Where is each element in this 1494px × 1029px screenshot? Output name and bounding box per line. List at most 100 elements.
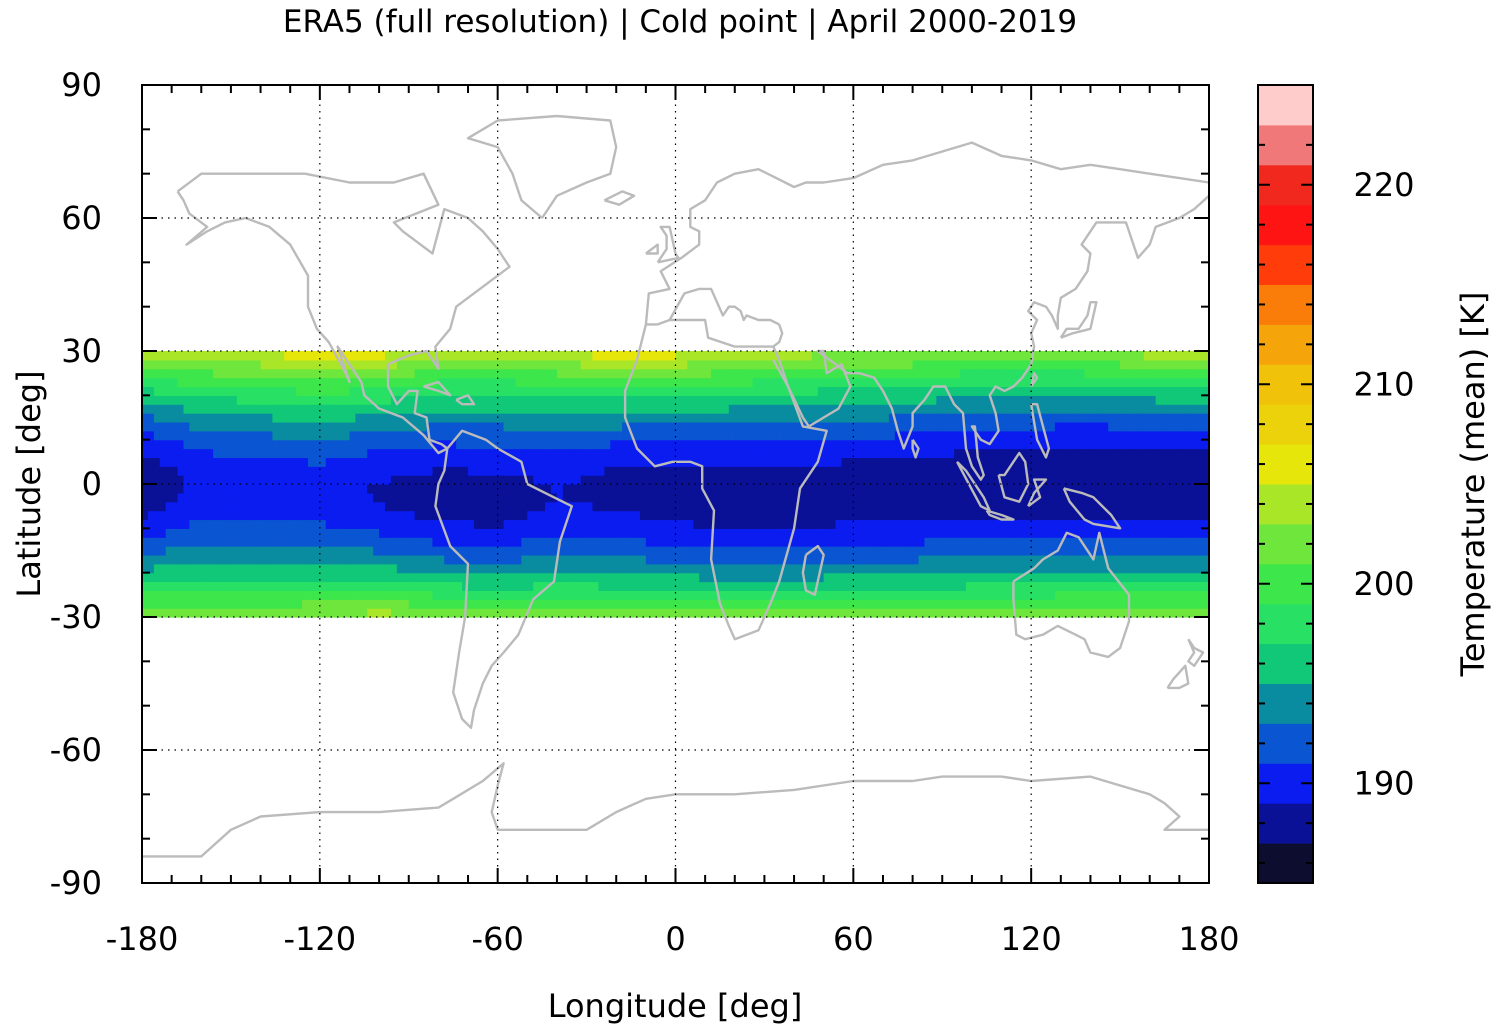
field-cell (882, 439, 890, 450)
field-cell (142, 546, 149, 556)
field-cell (337, 546, 345, 556)
field-cell (598, 510, 605, 521)
field-cell (278, 528, 285, 538)
field-cell (1001, 563, 1009, 574)
field-cell (1048, 537, 1056, 547)
field-cell (657, 492, 665, 503)
field-cell (462, 439, 469, 450)
field-cell (799, 590, 807, 600)
field-cell (841, 501, 849, 512)
field-cell (764, 386, 771, 396)
field-cell (521, 501, 528, 512)
field-cell (663, 492, 671, 503)
field-cell (758, 404, 766, 414)
field-cell (313, 368, 321, 379)
field-cell (977, 368, 985, 379)
field-cell (361, 599, 368, 609)
field-cell (776, 599, 783, 609)
field-cell (728, 377, 736, 388)
field-cell (983, 386, 991, 396)
field-cell (284, 554, 291, 565)
field-cell (479, 581, 487, 591)
field-cell (373, 572, 380, 583)
field-cell (236, 537, 244, 547)
field-cell (325, 608, 333, 618)
field-cell (319, 457, 327, 467)
field-cell (219, 439, 226, 450)
field-cell (645, 528, 653, 538)
field-cell (147, 448, 155, 458)
field-cell (592, 351, 600, 361)
field-cell (859, 537, 866, 547)
field-cell (794, 599, 801, 609)
field-cell (811, 546, 819, 556)
field-cell (325, 430, 333, 441)
field-cell (628, 457, 635, 467)
field-cell (847, 457, 854, 467)
field-cell (1078, 421, 1086, 432)
field-cell (331, 563, 339, 574)
field-cell (159, 546, 167, 556)
field-cell (509, 457, 517, 467)
field-cell (396, 413, 404, 423)
field-cell (349, 368, 356, 379)
field-cell (734, 528, 742, 538)
field-cell (918, 404, 926, 414)
field-cell (236, 457, 244, 467)
field-cell (521, 599, 528, 609)
field-cell (811, 501, 819, 512)
field-cell (236, 501, 244, 512)
field-cell (272, 546, 279, 556)
field-cell (580, 554, 588, 565)
field-cell (468, 537, 475, 547)
field-cell (645, 359, 653, 370)
field-cell (414, 484, 422, 494)
field-cell (965, 546, 973, 556)
field-cell (491, 421, 499, 432)
field-cell (373, 421, 380, 432)
field-cell (1054, 395, 1062, 405)
field-cell (574, 546, 582, 556)
field-cell (533, 439, 540, 450)
field-cell (319, 421, 327, 432)
field-cell (183, 608, 191, 618)
field-cell (728, 537, 736, 547)
field-cell (485, 501, 493, 512)
field-cell (936, 572, 943, 583)
field-cell (847, 359, 854, 370)
field-cell (871, 351, 878, 361)
field-cell (1031, 546, 1038, 556)
field-cell (865, 404, 872, 414)
field-cell (396, 466, 404, 476)
field-cell (752, 430, 760, 441)
field-cell (1007, 457, 1014, 467)
field-cell (307, 510, 315, 521)
field-cell (722, 528, 730, 538)
field-cell (1013, 448, 1020, 458)
field-cell (1084, 413, 1092, 423)
field-cell (817, 457, 825, 467)
field-cell (367, 528, 374, 538)
field-cell (1001, 377, 1009, 388)
field-cell (432, 554, 439, 565)
field-cell (343, 519, 351, 529)
field-cell (1019, 475, 1026, 485)
field-cell (877, 501, 884, 512)
field-cell (924, 563, 931, 574)
field-cell (213, 519, 220, 529)
field-cell (924, 475, 931, 485)
field-cell (705, 368, 712, 379)
field-cell (509, 519, 517, 529)
field-cell (805, 501, 813, 512)
field-cell (213, 439, 220, 450)
field-cell (521, 377, 528, 388)
field-cell (835, 377, 843, 388)
field-cell (355, 519, 362, 529)
field-cell (195, 457, 202, 467)
field-cell (847, 590, 854, 600)
field-cell (159, 466, 167, 476)
field-cell (177, 377, 185, 388)
field-cell (888, 457, 896, 467)
field-cell (823, 351, 831, 361)
field-cell (491, 359, 499, 370)
